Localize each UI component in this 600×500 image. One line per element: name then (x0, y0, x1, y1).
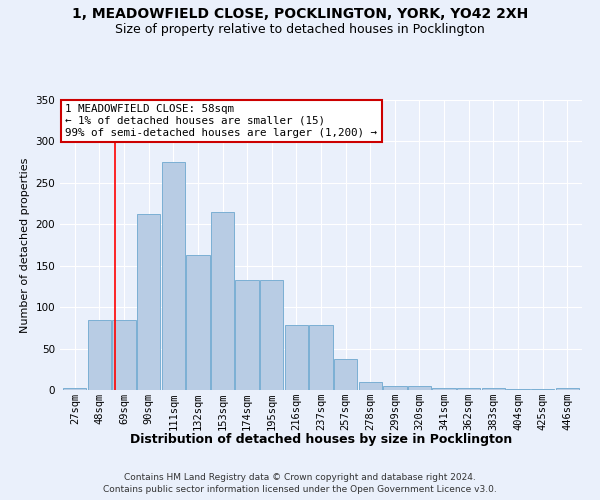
Bar (63, 388, 86, 390)
Bar (161, 162, 185, 390)
Text: 1, MEADOWFIELD CLOSE, POCKLINGTON, YORK, YO42 2XH: 1, MEADOWFIELD CLOSE, POCKLINGTON, YORK,… (72, 8, 528, 22)
Bar (531, 389, 554, 390)
Bar (482, 388, 505, 390)
Bar (186, 255, 209, 390)
Bar (433, 388, 456, 390)
Bar (556, 388, 579, 390)
Bar (284, 326, 308, 390)
Bar (506, 389, 530, 390)
Bar (408, 386, 431, 390)
Bar (310, 326, 332, 390)
Bar (88, 320, 111, 390)
Text: Size of property relative to detached houses in Pocklington: Size of property relative to detached ho… (115, 22, 485, 36)
Bar (137, 214, 160, 390)
Bar (359, 382, 382, 390)
Text: Contains HM Land Registry data © Crown copyright and database right 2024.: Contains HM Land Registry data © Crown c… (124, 472, 476, 482)
Y-axis label: Number of detached properties: Number of detached properties (20, 158, 30, 332)
Bar (260, 280, 283, 390)
Text: 1 MEADOWFIELD CLOSE: 58sqm
← 1% of detached houses are smaller (15)
99% of semi-: 1 MEADOWFIELD CLOSE: 58sqm ← 1% of detac… (65, 104, 377, 138)
Bar (211, 212, 234, 390)
Bar (334, 358, 358, 390)
Bar (383, 386, 407, 390)
Text: Distribution of detached houses by size in Pocklington: Distribution of detached houses by size … (130, 432, 512, 446)
Bar (112, 320, 136, 390)
Bar (235, 280, 259, 390)
Text: Contains public sector information licensed under the Open Government Licence v3: Contains public sector information licen… (103, 485, 497, 494)
Bar (457, 388, 481, 390)
